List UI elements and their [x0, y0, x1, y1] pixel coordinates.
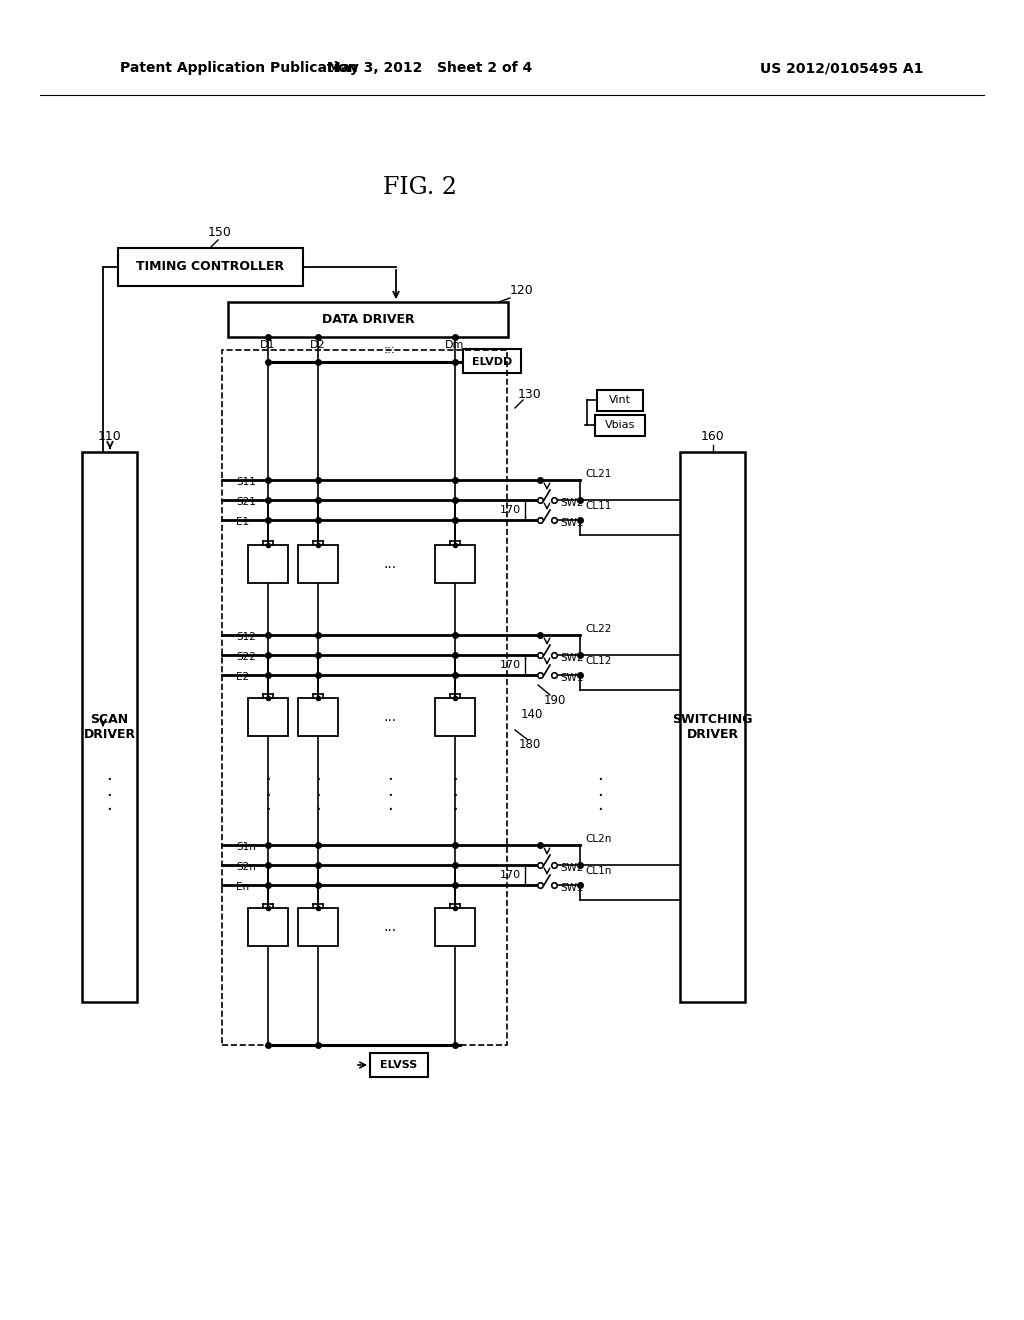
Text: S22: S22	[236, 652, 256, 663]
Text: 130: 130	[518, 388, 542, 401]
Text: SCAN
DRIVER: SCAN DRIVER	[83, 713, 135, 741]
Text: .: .	[597, 796, 603, 814]
Text: .: .	[597, 767, 603, 784]
Text: ...: ...	[383, 920, 396, 935]
Text: ...: ...	[383, 557, 396, 572]
Text: ...: ...	[383, 710, 396, 723]
Bar	[435, 908, 475, 946]
Bar	[82, 451, 137, 1002]
Text: 190: 190	[544, 693, 566, 706]
Text: S21: S21	[236, 498, 256, 507]
Text: FIG. 2: FIG. 2	[383, 177, 457, 199]
Text: ELVDD: ELVDD	[472, 356, 512, 367]
Text: TIMING CONTROLLER: TIMING CONTROLLER	[136, 260, 285, 273]
Text: SW2: SW2	[560, 498, 584, 508]
Bar	[435, 545, 475, 583]
Text: .: .	[453, 796, 458, 814]
Text: CL2n: CL2n	[585, 834, 611, 843]
Bar	[118, 248, 303, 286]
Text: .: .	[453, 767, 458, 784]
Text: DATA DRIVER: DATA DRIVER	[322, 313, 415, 326]
Bar	[248, 698, 288, 737]
Text: D1: D1	[260, 341, 275, 350]
Text: 170: 170	[500, 506, 520, 515]
Text: ...: ...	[384, 338, 396, 351]
Bar	[298, 908, 338, 946]
Bar	[228, 302, 508, 337]
Text: SW2: SW2	[560, 653, 584, 663]
Bar	[370, 1053, 428, 1077]
Text: .: .	[387, 796, 393, 814]
Bar	[597, 389, 643, 411]
Text: CL12: CL12	[585, 656, 611, 667]
Bar	[248, 545, 288, 583]
Text: CL11: CL11	[585, 502, 611, 511]
Text: SW2: SW2	[560, 863, 584, 873]
Text: 170: 170	[500, 870, 520, 880]
Text: SW1: SW1	[560, 673, 584, 682]
Text: Vint: Vint	[609, 395, 631, 405]
Text: ...: ...	[384, 343, 396, 356]
Text: E2: E2	[236, 672, 249, 682]
Text: .: .	[387, 767, 393, 784]
Text: .: .	[106, 796, 113, 814]
Text: .: .	[453, 781, 458, 800]
Text: 170: 170	[500, 660, 520, 671]
Text: 160: 160	[700, 430, 724, 444]
Bar	[298, 545, 338, 583]
Text: .: .	[387, 781, 393, 800]
Text: Vbias: Vbias	[605, 420, 635, 430]
Text: SW1: SW1	[560, 883, 584, 894]
Text: .: .	[106, 767, 113, 784]
Bar	[595, 414, 645, 436]
Bar	[435, 698, 475, 737]
Text: CL22: CL22	[585, 624, 611, 634]
Text: D2: D2	[310, 341, 326, 350]
Text: S2n: S2n	[236, 862, 256, 873]
Text: CL1n: CL1n	[585, 866, 611, 876]
Text: 120: 120	[510, 285, 534, 297]
Text: SW1: SW1	[560, 517, 584, 528]
Text: S1n: S1n	[236, 842, 256, 851]
Bar	[680, 451, 745, 1002]
Text: Patent Application Publication: Patent Application Publication	[120, 61, 357, 75]
Text: En: En	[236, 882, 249, 892]
Text: .: .	[315, 767, 321, 784]
Bar	[222, 350, 507, 1045]
Text: .: .	[265, 767, 271, 784]
Text: S11: S11	[236, 477, 256, 487]
Text: .: .	[265, 781, 271, 800]
Text: May 3, 2012   Sheet 2 of 4: May 3, 2012 Sheet 2 of 4	[328, 61, 532, 75]
Text: .: .	[315, 796, 321, 814]
Bar	[298, 698, 338, 737]
Text: CL21: CL21	[585, 469, 611, 479]
Text: 140: 140	[521, 709, 543, 722]
Bar	[463, 348, 521, 374]
Text: ELVSS: ELVSS	[380, 1060, 418, 1071]
Text: S12: S12	[236, 632, 256, 642]
Text: .: .	[315, 781, 321, 800]
Text: E1: E1	[236, 517, 249, 527]
Text: 180: 180	[519, 738, 541, 751]
Text: US 2012/0105495 A1: US 2012/0105495 A1	[760, 61, 924, 75]
Text: .: .	[265, 796, 271, 814]
Bar	[248, 908, 288, 946]
Text: 110: 110	[98, 430, 122, 444]
Text: .: .	[597, 781, 603, 800]
Text: Dm: Dm	[445, 341, 465, 350]
Text: 150: 150	[208, 226, 232, 239]
Text: .: .	[106, 781, 113, 800]
Text: SWITCHING
DRIVER: SWITCHING DRIVER	[672, 713, 753, 741]
